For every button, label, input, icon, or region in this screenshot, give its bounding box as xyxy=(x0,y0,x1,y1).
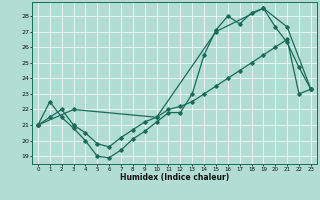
X-axis label: Humidex (Indice chaleur): Humidex (Indice chaleur) xyxy=(120,173,229,182)
